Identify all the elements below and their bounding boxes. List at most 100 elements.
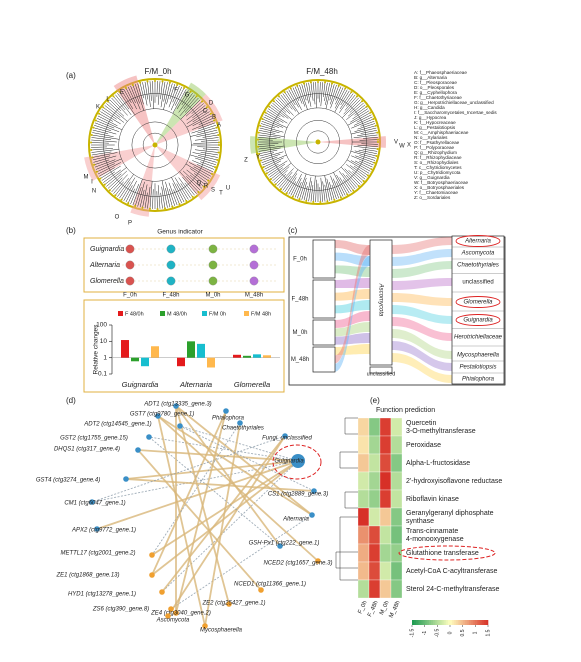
- clado-leaf: [172, 183, 183, 204]
- network-label: Alternaria: [282, 517, 309, 523]
- network-edge: [125, 478, 315, 492]
- clado-leaf: [351, 155, 374, 166]
- clado-letter: R: [204, 184, 209, 190]
- alluvial-node: [312, 239, 336, 279]
- clado-leaf: [93, 155, 117, 163]
- clado-node: [374, 124, 377, 127]
- clado-leaf: [341, 99, 361, 119]
- clado-leaf: [358, 160, 373, 168]
- clado-leaf: [161, 186, 166, 209]
- heatmap-cell: [379, 543, 392, 563]
- clado-leaf: [123, 185, 133, 201]
- legend-label: F/M 0h: [209, 311, 226, 317]
- clado-leaf: [282, 93, 296, 112]
- clado-leaf: [173, 189, 180, 205]
- row-label: Riboflavin kinase: [406, 496, 459, 503]
- clado-leaf: [198, 117, 214, 126]
- clado-node: [112, 95, 115, 98]
- clado-leaf: [186, 105, 206, 121]
- clado-leaf: [139, 189, 145, 208]
- clado-leaf: [329, 181, 335, 200]
- clado-leaf: [310, 185, 314, 202]
- clado-leaf: [156, 81, 158, 97]
- clado-leaf: [180, 183, 191, 199]
- row-label-line: Trans-cinnamate: [406, 528, 458, 535]
- clado-letter: W: [399, 144, 405, 150]
- clado-leaf: [301, 181, 307, 200]
- clado-leaf: [354, 150, 377, 157]
- clado-leaf: [296, 173, 307, 199]
- clado-leaf: [197, 127, 217, 134]
- clado-leaf: [272, 166, 290, 182]
- network-node: [223, 408, 229, 414]
- clado-leaf: [91, 139, 117, 143]
- network-label: NCED2 (ctg1657_gene.3): [263, 561, 332, 567]
- clado-leaf: [200, 151, 219, 156]
- clado-node: [211, 173, 214, 176]
- heatmap-cell: [379, 489, 392, 509]
- clado-leaf: [335, 181, 344, 197]
- clado-leaf: [313, 175, 316, 202]
- alluvial-flow: [392, 353, 452, 383]
- clado-leaf: [353, 116, 373, 126]
- dendrogram: [339, 516, 358, 581]
- clado-leaf: [360, 120, 375, 127]
- clado-leaf: [325, 83, 330, 105]
- clado-leaf: [354, 160, 372, 170]
- clado-leaf: [192, 120, 215, 130]
- clado-leaf: [363, 137, 378, 139]
- clado-leaf: [91, 146, 107, 148]
- highlight-ellipse: [272, 444, 322, 480]
- clado-leaf: [192, 160, 215, 170]
- network-label: ADT2 (ctg14545_gene.1): [83, 422, 151, 428]
- clado-leaf: [348, 102, 364, 117]
- clado-leaf: [197, 146, 219, 148]
- clado-leaf: [282, 169, 299, 191]
- clado-node: [178, 203, 181, 206]
- y-tick-label: 100: [96, 322, 107, 329]
- panel-label: (b): [66, 226, 76, 235]
- bar: [263, 355, 271, 358]
- genus-label: Guignardia: [463, 318, 493, 324]
- heatmap-cell: [379, 507, 392, 527]
- clado-node: [214, 166, 217, 169]
- alluvial-flow: [335, 240, 370, 255]
- clado-node: [139, 81, 142, 84]
- clado-leaf: [259, 127, 280, 133]
- clado-leaf: [91, 142, 109, 144]
- clado-leaf: [353, 134, 378, 139]
- heatmap-cell: [390, 453, 403, 473]
- clado-title: F/M_0h: [144, 67, 171, 76]
- row-label: Trans-cinnamate 4-monooxygenase: [406, 528, 464, 543]
- clado-leaf: [262, 154, 287, 166]
- group-label: M_0h: [205, 293, 220, 299]
- network-edge: [157, 415, 206, 627]
- clado-node: [350, 91, 353, 94]
- colorbar-step: [412, 620, 415, 625]
- colorbar-step: [469, 620, 472, 625]
- network-node: [282, 433, 288, 439]
- clado-leaf: [91, 151, 112, 156]
- clado-legend-entry: C: f__Pleosporaceae: [414, 80, 457, 85]
- clado-leaf: [273, 170, 288, 183]
- network-label: Mycosphaerella: [200, 628, 243, 634]
- indicator-title: Genus indicator: [157, 229, 203, 236]
- clado-node: [259, 124, 262, 127]
- clado-node: [154, 80, 156, 82]
- clado-leaf: [338, 93, 354, 114]
- clado-leaf: [348, 170, 363, 183]
- indicator-dot: [125, 276, 135, 286]
- dendrogram: [339, 451, 358, 469]
- genus-label: unclassified: [462, 280, 493, 286]
- row-label: Peroxidase: [406, 442, 441, 449]
- row-label-line: synthase: [406, 518, 434, 525]
- clado-node: [95, 170, 98, 173]
- clado-leaf: [152, 189, 154, 209]
- clado-leaf: [137, 181, 145, 207]
- row-label-line: Geranylgeranyl diphosphate: [406, 510, 494, 517]
- alluvial-flow: [335, 245, 370, 364]
- clado-node: [268, 105, 271, 108]
- group-label: F_48h: [162, 293, 179, 299]
- genus-label: Phialophora: [462, 377, 495, 383]
- alluvial-node: [312, 279, 336, 319]
